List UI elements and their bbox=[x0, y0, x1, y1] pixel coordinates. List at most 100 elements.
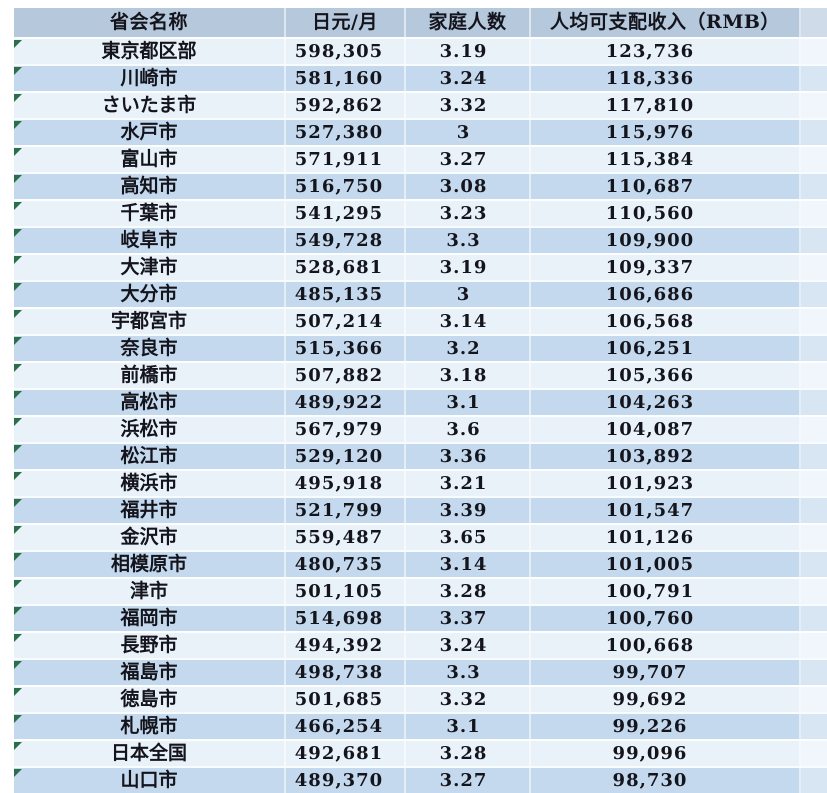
cell-empty[interactable] bbox=[801, 66, 827, 91]
cell-income-rmb[interactable]: 123,736 bbox=[531, 39, 801, 64]
cell-income-rmb[interactable]: 99,707 bbox=[531, 660, 801, 685]
cell-household-size[interactable]: 3.19 bbox=[406, 255, 531, 280]
header-yen-per-month[interactable]: 日元/月 bbox=[286, 8, 406, 37]
cell-household-size[interactable]: 3.08 bbox=[406, 174, 531, 199]
cell-household-size[interactable]: 3.6 bbox=[406, 417, 531, 442]
cell-city[interactable]: 高松市 bbox=[14, 390, 286, 415]
cell-income-rmb[interactable]: 110,687 bbox=[531, 174, 801, 199]
cell-household-size[interactable]: 3 bbox=[406, 120, 531, 145]
cell-empty[interactable] bbox=[801, 471, 827, 496]
cell-household-size[interactable]: 3.1 bbox=[406, 390, 531, 415]
cell-household-size[interactable]: 3.21 bbox=[406, 471, 531, 496]
cell-yen-per-month[interactable]: 571,911 bbox=[286, 147, 406, 172]
cell-household-size[interactable]: 3.3 bbox=[406, 228, 531, 253]
cell-empty[interactable] bbox=[801, 552, 827, 577]
header-income-rmb[interactable]: 人均可支配收入（RMB） bbox=[531, 8, 801, 37]
cell-income-rmb[interactable]: 103,892 bbox=[531, 444, 801, 469]
cell-yen-per-month[interactable]: 521,799 bbox=[286, 498, 406, 523]
cell-income-rmb[interactable]: 109,900 bbox=[531, 228, 801, 253]
cell-empty[interactable] bbox=[801, 660, 827, 685]
cell-empty[interactable] bbox=[801, 93, 827, 118]
cell-yen-per-month[interactable]: 507,882 bbox=[286, 363, 406, 388]
cell-empty[interactable] bbox=[801, 120, 827, 145]
cell-income-rmb[interactable]: 100,668 bbox=[531, 633, 801, 658]
cell-empty[interactable] bbox=[801, 417, 827, 442]
cell-income-rmb[interactable]: 100,791 bbox=[531, 579, 801, 604]
cell-empty[interactable] bbox=[801, 174, 827, 199]
cell-empty[interactable] bbox=[801, 390, 827, 415]
cell-income-rmb[interactable]: 99,096 bbox=[531, 741, 801, 766]
cell-yen-per-month[interactable]: 492,681 bbox=[286, 741, 406, 766]
cell-empty[interactable] bbox=[801, 633, 827, 658]
cell-empty[interactable] bbox=[801, 525, 827, 550]
cell-household-size[interactable]: 3.36 bbox=[406, 444, 531, 469]
cell-city[interactable]: 岐阜市 bbox=[14, 228, 286, 253]
cell-yen-per-month[interactable]: 541,295 bbox=[286, 201, 406, 226]
cell-empty[interactable] bbox=[801, 687, 827, 712]
cell-household-size[interactable]: 3.27 bbox=[406, 147, 531, 172]
header-city[interactable]: 省会名称 bbox=[14, 8, 286, 37]
cell-city[interactable]: 福井市 bbox=[14, 498, 286, 523]
cell-yen-per-month[interactable]: 598,305 bbox=[286, 39, 406, 64]
cell-city[interactable]: 水戸市 bbox=[14, 120, 286, 145]
cell-city[interactable]: 相模原市 bbox=[14, 552, 286, 577]
cell-city[interactable]: 横浜市 bbox=[14, 471, 286, 496]
cell-household-size[interactable]: 3.2 bbox=[406, 336, 531, 361]
cell-yen-per-month[interactable]: 514,698 bbox=[286, 606, 406, 631]
cell-empty[interactable] bbox=[801, 363, 827, 388]
cell-yen-per-month[interactable]: 527,380 bbox=[286, 120, 406, 145]
cell-yen-per-month[interactable]: 515,366 bbox=[286, 336, 406, 361]
cell-income-rmb[interactable]: 109,337 bbox=[531, 255, 801, 280]
cell-empty[interactable] bbox=[801, 714, 827, 739]
cell-city[interactable]: 東京都区部 bbox=[14, 39, 286, 64]
cell-household-size[interactable]: 3.23 bbox=[406, 201, 531, 226]
cell-city[interactable]: 津市 bbox=[14, 579, 286, 604]
cell-empty[interactable] bbox=[801, 606, 827, 631]
cell-empty[interactable] bbox=[801, 147, 827, 172]
cell-income-rmb[interactable]: 99,226 bbox=[531, 714, 801, 739]
cell-yen-per-month[interactable]: 559,487 bbox=[286, 525, 406, 550]
cell-city[interactable]: 川崎市 bbox=[14, 66, 286, 91]
cell-household-size[interactable]: 3.24 bbox=[406, 633, 531, 658]
cell-income-rmb[interactable]: 101,923 bbox=[531, 471, 801, 496]
cell-income-rmb[interactable]: 110,560 bbox=[531, 201, 801, 226]
cell-city[interactable]: 浜松市 bbox=[14, 417, 286, 442]
cell-household-size[interactable]: 3.19 bbox=[406, 39, 531, 64]
cell-household-size[interactable]: 3.32 bbox=[406, 687, 531, 712]
cell-income-rmb[interactable]: 105,366 bbox=[531, 363, 801, 388]
cell-yen-per-month[interactable]: 501,685 bbox=[286, 687, 406, 712]
cell-income-rmb[interactable]: 98,730 bbox=[531, 768, 801, 793]
cell-yen-per-month[interactable]: 549,728 bbox=[286, 228, 406, 253]
cell-empty[interactable] bbox=[801, 498, 827, 523]
cell-household-size[interactable]: 3.39 bbox=[406, 498, 531, 523]
cell-empty[interactable] bbox=[801, 768, 827, 793]
cell-empty[interactable] bbox=[801, 201, 827, 226]
cell-yen-per-month[interactable]: 507,214 bbox=[286, 309, 406, 334]
header-empty[interactable] bbox=[801, 8, 827, 37]
cell-yen-per-month[interactable]: 581,160 bbox=[286, 66, 406, 91]
cell-income-rmb[interactable]: 104,087 bbox=[531, 417, 801, 442]
cell-yen-per-month[interactable]: 495,918 bbox=[286, 471, 406, 496]
cell-yen-per-month[interactable]: 485,135 bbox=[286, 282, 406, 307]
cell-city[interactable]: 長野市 bbox=[14, 633, 286, 658]
cell-yen-per-month[interactable]: 528,681 bbox=[286, 255, 406, 280]
cell-city[interactable]: 金沢市 bbox=[14, 525, 286, 550]
cell-household-size[interactable]: 3.18 bbox=[406, 363, 531, 388]
cell-city[interactable]: 福岡市 bbox=[14, 606, 286, 631]
cell-household-size[interactable]: 3.32 bbox=[406, 93, 531, 118]
cell-city[interactable]: さいたま市 bbox=[14, 93, 286, 118]
cell-city[interactable]: 千葉市 bbox=[14, 201, 286, 226]
cell-empty[interactable] bbox=[801, 336, 827, 361]
cell-yen-per-month[interactable]: 494,392 bbox=[286, 633, 406, 658]
cell-household-size[interactable]: 3.65 bbox=[406, 525, 531, 550]
cell-empty[interactable] bbox=[801, 282, 827, 307]
cell-city[interactable]: 徳島市 bbox=[14, 687, 286, 712]
cell-income-rmb[interactable]: 101,005 bbox=[531, 552, 801, 577]
cell-income-rmb[interactable]: 101,547 bbox=[531, 498, 801, 523]
cell-city[interactable]: 奈良市 bbox=[14, 336, 286, 361]
cell-city[interactable]: 宇都宮市 bbox=[14, 309, 286, 334]
cell-city[interactable]: 日本全国 bbox=[14, 741, 286, 766]
cell-yen-per-month[interactable]: 498,738 bbox=[286, 660, 406, 685]
cell-income-rmb[interactable]: 99,692 bbox=[531, 687, 801, 712]
cell-yen-per-month[interactable]: 516,750 bbox=[286, 174, 406, 199]
